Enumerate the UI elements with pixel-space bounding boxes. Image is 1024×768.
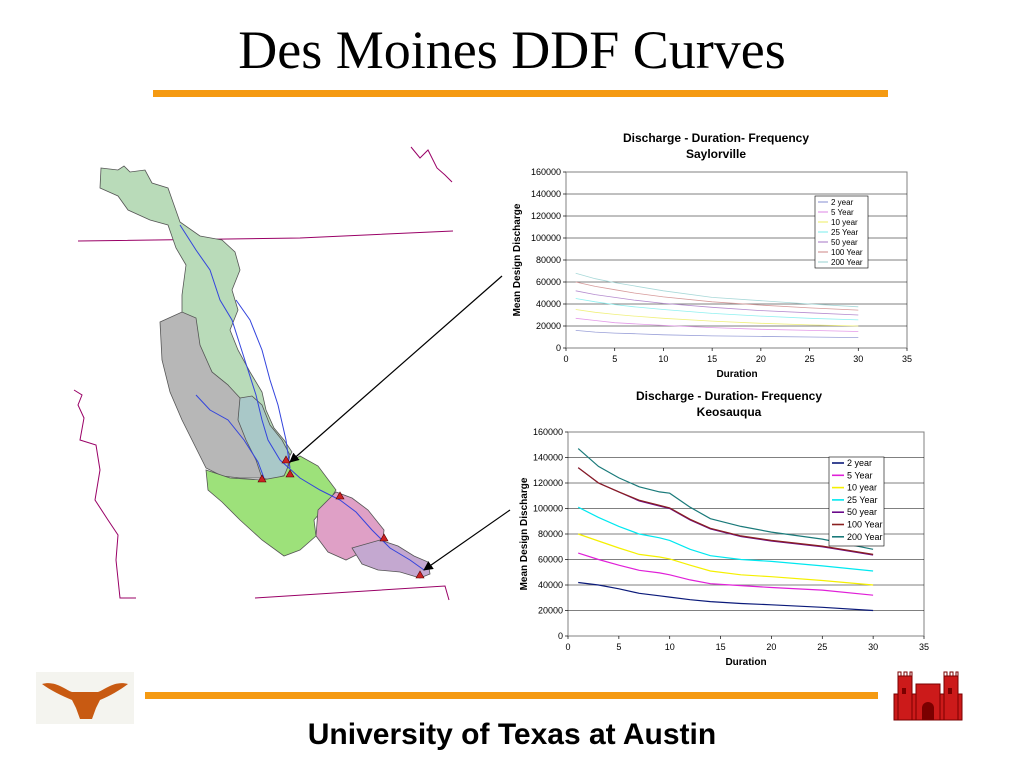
boundary-line <box>77 230 454 242</box>
y-tick-label: 0 <box>558 631 563 641</box>
boundary-line <box>73 389 136 599</box>
pointer-arrow <box>423 509 511 571</box>
series-line <box>575 317 859 332</box>
gauge-marker <box>415 570 425 579</box>
x-tick-label: 30 <box>868 642 878 652</box>
legend-label: 25 Year <box>831 228 858 237</box>
boundary-line <box>410 146 453 183</box>
y-tick-label: 0 <box>556 343 561 353</box>
boundary-line <box>254 585 450 601</box>
series-line <box>575 298 859 321</box>
y-tick-label: 20000 <box>538 606 563 616</box>
chart-title: Discharge - Duration- Frequency <box>623 131 809 145</box>
slide-title: Des Moines DDF Curves <box>238 20 786 80</box>
gauge-marker <box>335 491 345 500</box>
chart-subtitle: Saylorville <box>686 147 746 161</box>
legend-label: 5 Year <box>831 208 854 217</box>
y-tick-label: 20000 <box>536 321 561 331</box>
series-line <box>578 581 874 612</box>
series-line <box>575 281 859 311</box>
series-line <box>577 467 874 555</box>
gauge-marker <box>257 474 267 483</box>
y-tick-label: 120000 <box>531 211 561 221</box>
y-tick-label: 140000 <box>533 453 563 463</box>
x-tick-label: 15 <box>707 354 717 364</box>
y-tick-label: 100000 <box>533 504 563 514</box>
y-tick-label: 100000 <box>531 233 561 243</box>
legend-label: 200 Year <box>831 258 863 267</box>
legend-label: 10 year <box>831 218 858 227</box>
x-tick-label: 20 <box>756 354 766 364</box>
y-tick-label: 160000 <box>533 427 563 437</box>
castle-logo <box>893 671 963 721</box>
y-tick-label: 40000 <box>536 299 561 309</box>
x-tick-label: 5 <box>612 354 617 364</box>
legend-label: 25 Year <box>847 495 878 505</box>
series-line <box>575 330 859 338</box>
legend-label: 100 Year <box>847 520 883 530</box>
x-tick-label: 25 <box>805 354 815 364</box>
x-tick-label: 35 <box>902 354 912 364</box>
y-tick-label: 60000 <box>538 555 563 565</box>
x-tick-label: 10 <box>658 354 668 364</box>
bottom-divider <box>145 692 878 699</box>
series-line <box>577 448 874 550</box>
saylorville-watershed <box>99 165 293 463</box>
series-line <box>575 309 859 327</box>
legend-label: 5 Year <box>847 470 873 480</box>
river-line <box>195 394 265 479</box>
footer-text: University of Texas at Austin <box>307 718 717 751</box>
gauge-marker <box>379 533 389 542</box>
chart-saylorville: Discharge - Duration- Frequency Saylorvi… <box>512 131 912 380</box>
x-tick-label: 30 <box>853 354 863 364</box>
x-tick-label: 20 <box>766 642 776 652</box>
y-tick-label: 140000 <box>531 189 561 199</box>
legend-label: 10 year <box>847 483 877 493</box>
legend-label: 100 Year <box>831 248 863 257</box>
y-tick-label: 80000 <box>536 255 561 265</box>
chart-title: Discharge - Duration- Frequency <box>636 389 822 403</box>
y-tick-label: 80000 <box>538 529 563 539</box>
x-tick-label: 25 <box>817 642 827 652</box>
river-line <box>179 224 425 571</box>
y-tick-label: 120000 <box>533 478 563 488</box>
y-tick-label: 40000 <box>538 580 563 590</box>
y-axis-label: Mean Design Discharge <box>519 477 530 590</box>
river-line <box>235 299 291 469</box>
series-line <box>578 533 874 586</box>
pointer-arrow <box>289 275 503 463</box>
x-tick-label: 10 <box>665 642 675 652</box>
watershed-map <box>73 146 454 601</box>
gauge-marker <box>281 455 291 464</box>
y-axis-label: Mean Design Discharge <box>512 203 523 316</box>
series-line <box>578 552 874 596</box>
x-tick-label: 0 <box>565 642 570 652</box>
series-line <box>577 506 874 572</box>
legend-box <box>828 456 885 547</box>
legend-label: 50 year <box>847 507 877 517</box>
top-divider <box>153 90 888 97</box>
x-tick-label: 15 <box>716 642 726 652</box>
y-tick-label: 160000 <box>531 167 561 177</box>
series-line <box>575 290 859 316</box>
chart-subtitle: Keosauqua <box>697 405 762 419</box>
chart-keosauqua: Discharge - Duration- Frequency Keosauqu… <box>519 389 929 668</box>
longhorn-logo <box>36 672 134 724</box>
x-tick-label: 0 <box>563 354 568 364</box>
legend-label: 2 year <box>847 458 872 468</box>
legend-label: 200 Year <box>847 532 883 542</box>
x-axis-label: Duration <box>716 369 757 380</box>
x-tick-label: 5 <box>616 642 621 652</box>
y-tick-label: 60000 <box>536 277 561 287</box>
legend-label: 2 year <box>831 198 854 207</box>
x-tick-label: 35 <box>919 642 929 652</box>
series-line <box>575 272 859 308</box>
x-axis-label: Duration <box>725 657 766 668</box>
gauge-marker <box>285 469 295 478</box>
legend-label: 50 year <box>831 238 858 247</box>
lower-watershed <box>351 539 431 579</box>
